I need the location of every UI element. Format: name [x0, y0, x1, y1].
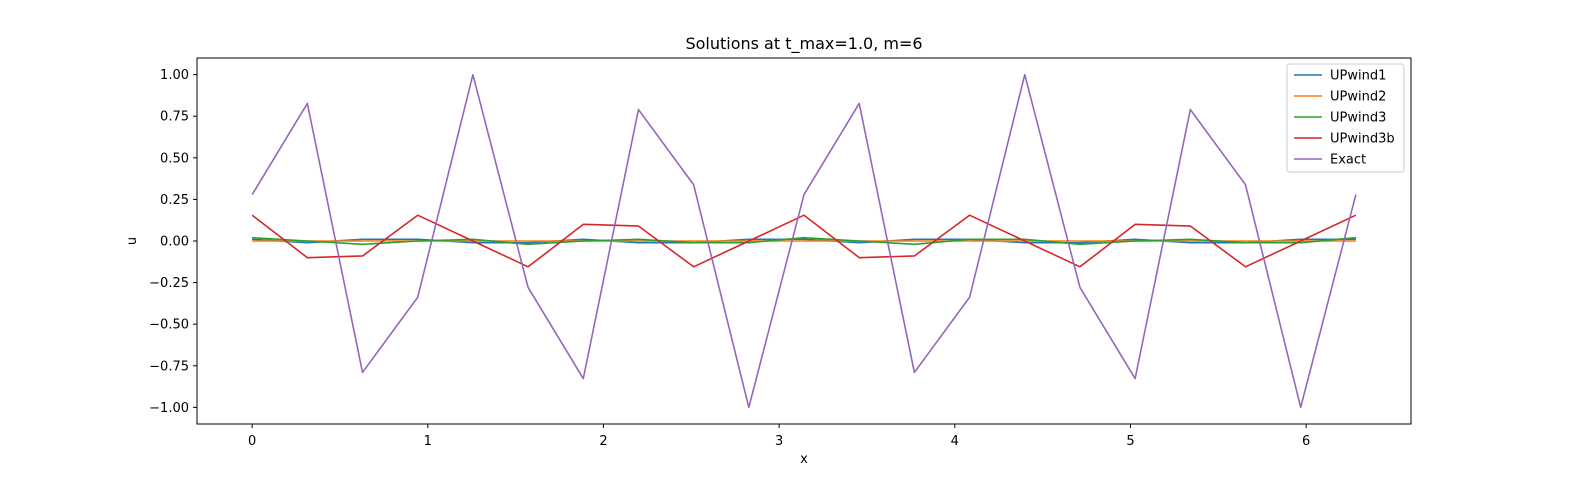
y-tick-label: 0.50: [160, 151, 189, 166]
legend-label: UPwind3b: [1330, 132, 1395, 147]
x-tick-label: 4: [951, 434, 959, 449]
plot-area: [196, 57, 1412, 425]
x-axis-label: x: [800, 452, 808, 467]
legend-label: UPwind1: [1330, 69, 1386, 84]
legend-label: Exact: [1330, 153, 1366, 168]
series-line-upwind3: [252, 236, 1356, 246]
y-tick-label: −0.25: [149, 276, 189, 291]
y-axis-label: u: [125, 237, 140, 245]
y-tick-label: 0.00: [160, 235, 189, 250]
legend-label: UPwind2: [1330, 90, 1386, 105]
x-tick-label: 1: [424, 434, 432, 449]
y-tick-label: 1.00: [160, 68, 189, 83]
chart-title: Solutions at t_max=1.0, m=6: [685, 34, 922, 54]
x-tick-label: 2: [599, 434, 607, 449]
x-tick-label: 0: [248, 434, 256, 449]
x-axis: 0 1 2 3 4 5 6: [248, 424, 1310, 449]
y-tick-label: −0.50: [149, 318, 189, 333]
y-tick-label: −0.75: [149, 359, 189, 374]
legend-label: UPwind3: [1330, 111, 1386, 126]
legend-box: [1286, 63, 1405, 173]
legend: UPwind1 UPwind2 UPwind3 UPwind3b Exact: [1286, 63, 1405, 173]
y-tick-label: −1.00: [149, 401, 189, 416]
x-tick-label: 6: [1302, 434, 1310, 449]
x-tick-label: 5: [1126, 434, 1134, 449]
series-line-exact: [251, 73, 1357, 409]
series-layer: [251, 73, 1357, 409]
y-tick-label: 0.25: [160, 193, 189, 208]
x-tick-label: 3: [775, 434, 783, 449]
y-tick-label: 0.75: [160, 110, 189, 125]
y-axis: 1.00 0.75 0.50 0.25 0.00 −0.25 −0.50 −0.75 −1.00: [149, 68, 197, 416]
